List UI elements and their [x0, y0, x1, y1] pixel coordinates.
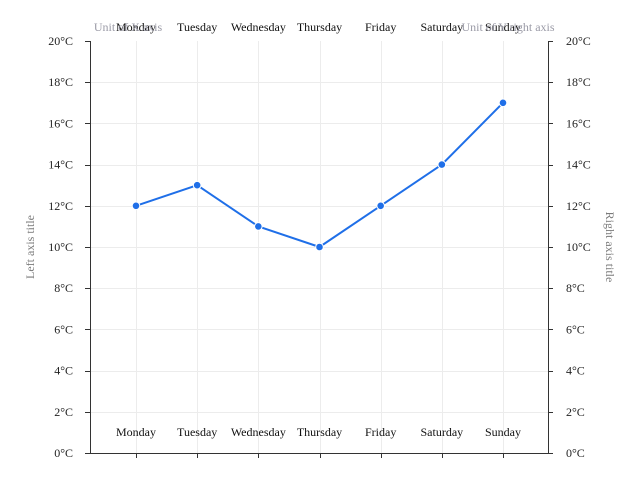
x-labels-top: Monday Tuesday Wednesday Thursday Friday Satu…	[116, 20, 521, 34]
left-tick-label: 4°C	[54, 364, 73, 378]
x-category-label-bottom: Tuesday	[177, 425, 217, 439]
right-tick-label: 8°C	[566, 281, 585, 295]
right-tick-label: 10°C	[566, 240, 591, 254]
x-category-label-top: Wednesday	[231, 20, 286, 34]
right-axis-title: Right axis title	[603, 212, 617, 283]
left-tick-label: 20°C	[48, 34, 73, 48]
left-tick-label: 2°C	[54, 405, 73, 419]
x-category-label-bottom: Sunday	[485, 425, 521, 439]
left-tick-label: 10°C	[48, 240, 73, 254]
right-tick-label: 2°C	[566, 405, 585, 419]
x-category-label-bottom: Saturday	[421, 425, 464, 439]
right-tick-label: 18°C	[566, 75, 591, 89]
data-point	[437, 160, 447, 169]
x-category-label-top: Monday	[116, 20, 156, 34]
right-tick-label: 4°C	[566, 364, 585, 378]
left-axis-title: Left axis title	[23, 215, 37, 279]
x-labels-bottom: Monday Tuesday Wednesday Thursday Friday Satu…	[116, 425, 521, 458]
left-tick-label: 16°C	[48, 116, 73, 130]
x-category-label-top: Thursday	[297, 20, 342, 34]
right-tick-label: 6°C	[566, 322, 585, 336]
right-tick-label: 16°C	[566, 116, 591, 130]
left-tick-label: 6°C	[54, 322, 73, 336]
x-category-label-bottom: Monday	[116, 425, 156, 439]
data-point	[376, 201, 385, 211]
data-point	[192, 180, 202, 190]
x-category-label-top: Tuesday	[177, 20, 217, 34]
series-line	[135, 102, 504, 248]
x-category-label-top: Saturday	[421, 20, 464, 34]
data-point	[315, 242, 324, 252]
series	[131, 98, 508, 252]
left-tick-label: 0°C	[54, 446, 73, 460]
left-tick-label: 18°C	[48, 75, 73, 89]
right-tick-label: 14°C	[566, 158, 591, 172]
right-tick-label: 0°C	[566, 446, 585, 460]
data-point	[498, 98, 508, 108]
right-tick-label: 20°C	[566, 34, 591, 48]
x-category-label-top: Friday	[365, 20, 396, 34]
data-point	[131, 201, 141, 211]
right-tick-label: 12°C	[566, 199, 591, 213]
top-right-unit-label: Unit of Y right axis	[461, 20, 554, 34]
x-category-label-bottom: Thursday	[297, 425, 342, 439]
y-ticks: 0°C 0°C 2°C 2°C 4°C 4°C 6°C 6°C 8°C 8°C 10°C 10°C 12…	[48, 34, 591, 460]
x-category-label-top: Sunday	[485, 20, 521, 34]
x-category-label-bottom: Friday	[365, 425, 396, 439]
left-tick-label: 14°C	[48, 158, 73, 172]
data-point	[254, 222, 263, 231]
left-tick-label: 12°C	[48, 199, 73, 213]
left-tick-label: 8°C	[54, 281, 73, 295]
x-category-label-bottom: Wednesday	[231, 425, 286, 439]
top-left-unit-label: Unit of X axis	[94, 20, 163, 34]
